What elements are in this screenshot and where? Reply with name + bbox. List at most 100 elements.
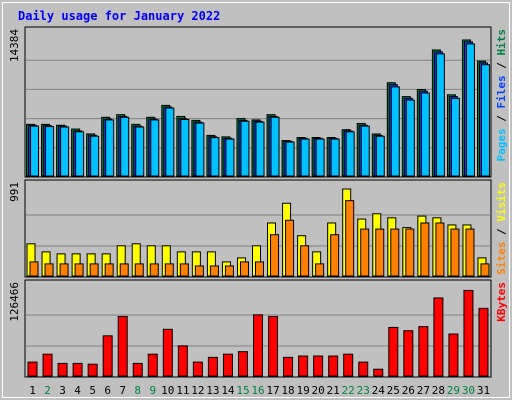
bar-kbytes-day-29 [448,333,459,377]
day-label-28: 28 [432,384,445,397]
bar-kbytes-day-31 [478,307,489,377]
bar-sites-day-17 [270,234,280,277]
bar-kbytes-day-8 [132,362,143,377]
legend-entry-pages: Pages [495,128,508,161]
day-label-23: 23 [357,384,370,397]
day-label-20: 20 [312,384,325,397]
panel-kbytes: 126466 KBytes [8,279,508,378]
day-label-11: 11 [176,384,189,397]
bar-sites-day-18 [285,219,295,277]
bar-pages-day-31 [480,64,490,177]
legend-separator: / [495,222,508,242]
bar-sites-day-12 [194,265,204,277]
bar-sites-day-30 [465,228,475,277]
bar-pages-day-24 [375,135,385,177]
bar-sites-day-29 [450,228,460,277]
bar-sites-day-20 [315,263,325,277]
day-label-10: 10 [161,384,174,397]
bar-sites-day-1 [29,261,39,277]
bar-sites-day-8 [134,263,144,277]
bar-sites-day-23 [360,228,370,277]
bar-pages-day-25 [390,86,400,177]
bar-kbytes-day-4 [72,362,83,377]
bar-sites-day-3 [59,263,69,277]
bar-kbytes-day-15 [237,351,248,377]
legend-entry-visits: Visits [495,182,508,222]
day-label-4: 4 [74,384,81,397]
bar-kbytes-day-11 [177,345,188,377]
bar-kbytes-day-12 [192,361,203,377]
bar-pages-day-21 [330,138,340,177]
day-label-24: 24 [372,384,386,397]
bar-pages-day-7 [120,116,130,177]
bar-kbytes-day-22 [343,353,354,377]
day-label-13: 13 [206,384,219,397]
bar-pages-day-22 [345,131,355,177]
day-label-31: 31 [477,384,490,397]
day-label-22: 22 [342,384,355,397]
bar-pages-day-6 [105,119,115,177]
day-label-12: 12 [191,384,204,397]
bar-kbytes-day-6 [102,335,113,377]
legend-separator: / [495,56,508,76]
bar-kbytes-day-26 [403,330,414,377]
bar-kbytes-day-7 [117,315,128,377]
bar-kbytes-day-13 [207,356,218,377]
bar-sites-day-9 [149,263,159,277]
day-label-19: 19 [296,384,309,397]
day-label-8: 8 [134,384,141,397]
day-label-16: 16 [251,384,264,397]
bar-sites-day-31 [480,263,490,277]
day-label-21: 21 [327,384,340,397]
bar-pages-day-1 [30,125,40,177]
bar-sites-day-6 [104,263,114,277]
bar-kbytes-day-18 [283,356,294,377]
bar-sites-day-28 [435,222,445,277]
bar-kbytes-day-25 [388,326,399,377]
bar-kbytes-day-9 [147,353,158,377]
bar-sites-day-16 [255,261,264,277]
bar-kbytes-day-23 [358,361,369,377]
day-label-30: 30 [462,384,475,397]
bar-sites-day-25 [390,228,400,277]
bar-pages-day-2 [45,126,55,177]
day-label-5: 5 [89,384,96,397]
day-label-2: 2 [44,384,51,397]
bar-pages-day-8 [135,126,145,177]
bar-kbytes-day-24 [373,368,384,377]
bar-pages-day-10 [165,107,175,177]
bar-kbytes-day-2 [42,353,53,377]
bar-pages-day-30 [465,43,475,177]
bar-kbytes-day-19 [298,355,309,377]
max-value-label-visits-sites: 991 [8,182,21,202]
bar-sites-day-2 [44,263,54,277]
bar-pages-day-27 [420,92,430,177]
legend-entry-hits: Hits [495,29,508,56]
bar-sites-day-4 [74,263,84,277]
bar-kbytes-day-30 [463,289,474,377]
day-label-27: 27 [417,384,430,397]
legend-separator: / [495,109,508,129]
bar-sites-day-5 [89,263,99,277]
bar-sites-day-7 [119,263,129,277]
bar-pages-day-16 [255,121,265,177]
legend-entry-files: Files [495,75,508,108]
bar-sites-day-10 [164,263,174,277]
bar-kbytes-day-14 [222,353,233,377]
bar-pages-day-18 [285,141,295,177]
bar-pages-day-19 [300,138,310,177]
bar-kbytes-day-16 [253,314,263,377]
bar-pages-day-20 [315,138,325,177]
bar-kbytes-day-17 [268,315,279,377]
day-label-26: 26 [402,384,415,397]
bar-sites-day-11 [179,263,189,277]
bar-kbytes-day-10 [162,328,173,377]
bar-pages-day-23 [360,125,370,177]
bar-kbytes-day-1 [27,361,38,377]
bar-pages-day-3 [60,126,70,177]
bar-sites-day-27 [420,222,430,277]
day-label-7: 7 [119,384,126,397]
day-labels: 1 2 3 4 5 6 7 8 9 10 11 12 13 14 15 16 17 18 19 20 21 22 23 24 2… [29,384,490,397]
